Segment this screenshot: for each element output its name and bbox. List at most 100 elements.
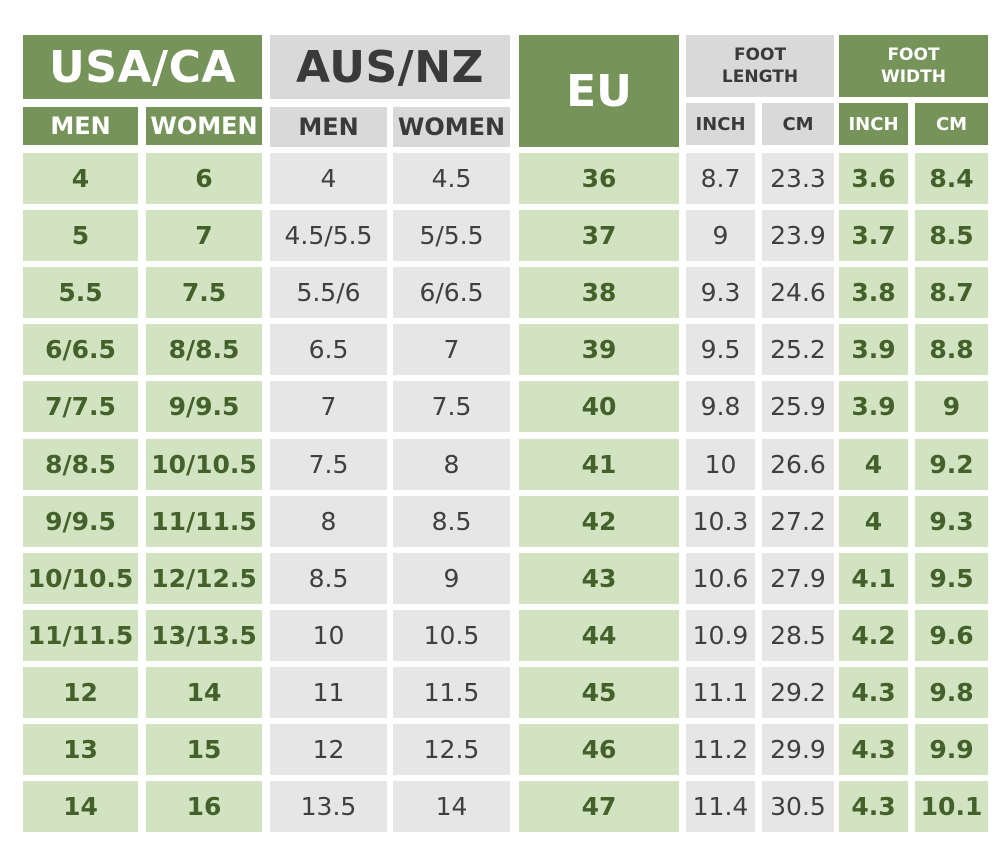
aus-women-cell: 12.5	[393, 724, 510, 775]
usa-women-cell: 12/12.5	[146, 553, 262, 604]
width-inch-cell: 4	[839, 496, 908, 547]
width-inch-cell: 4.3	[839, 781, 908, 832]
aus-women-cell: 7	[393, 324, 510, 375]
width-cm-cell: 9.5	[915, 553, 988, 604]
eu-cell: 45	[519, 667, 679, 718]
aus-women-cell: 5/5.5	[393, 210, 510, 261]
width-cm-cell: 9.8	[915, 667, 988, 718]
usa-women-cell: 10/10.5	[146, 439, 262, 490]
aus-nz-header: AUS/NZ	[270, 35, 510, 99]
eu-header: EU	[519, 35, 679, 147]
usa-men-cell: 6/6.5	[23, 324, 138, 375]
width-inch-subheader: INCH	[839, 103, 908, 145]
usa-women-cell: 6	[146, 153, 262, 204]
width-inch-cell: 4.3	[839, 724, 908, 775]
usa-women-cell: 7	[146, 210, 262, 261]
eu-cell: 43	[519, 553, 679, 604]
aus-women-subheader: WOMEN	[393, 107, 510, 147]
usa-women-subheader: WOMEN	[146, 107, 262, 145]
aus-men-cell: 13.5	[270, 781, 387, 832]
length-inch-cell: 10.6	[686, 553, 755, 604]
aus-men-cell: 11	[270, 667, 387, 718]
width-cm-cell: 8.7	[915, 267, 988, 318]
length-cm-cell: 24.6	[762, 267, 834, 318]
length-inch-cell: 11.1	[686, 667, 755, 718]
usa-men-cell: 8/8.5	[23, 439, 138, 490]
width-inch-cell: 4.3	[839, 667, 908, 718]
length-inch-cell: 9.5	[686, 324, 755, 375]
usa-men-cell: 12	[23, 667, 138, 718]
usa-men-cell: 14	[23, 781, 138, 832]
length-cm-cell: 25.2	[762, 324, 834, 375]
eu-cell: 37	[519, 210, 679, 261]
eu-cell: 40	[519, 381, 679, 432]
width-inch-cell: 4.1	[839, 553, 908, 604]
usa-women-cell: 15	[146, 724, 262, 775]
eu-cell: 36	[519, 153, 679, 204]
usa-women-cell: 9/9.5	[146, 381, 262, 432]
usa-men-cell: 5.5	[23, 267, 138, 318]
usa-women-cell: 8/8.5	[146, 324, 262, 375]
length-inch-cell: 8.7	[686, 153, 755, 204]
aus-men-cell: 7.5	[270, 439, 387, 490]
aus-women-cell: 9	[393, 553, 510, 604]
width-cm-cell: 9.3	[915, 496, 988, 547]
width-cm-cell: 8.8	[915, 324, 988, 375]
width-inch-cell: 4	[839, 439, 908, 490]
aus-men-cell: 4	[270, 153, 387, 204]
usa-men-cell: 4	[23, 153, 138, 204]
length-inch-cell: 11.2	[686, 724, 755, 775]
length-cm-cell: 27.2	[762, 496, 834, 547]
length-inch-cell: 10.9	[686, 610, 755, 661]
aus-men-cell: 5.5/6	[270, 267, 387, 318]
foot-length-label: FOOT LENGTH	[721, 44, 799, 87]
usa-men-cell: 9/9.5	[23, 496, 138, 547]
length-cm-subheader: CM	[762, 103, 834, 145]
aus-men-cell: 4.5/5.5	[270, 210, 387, 261]
eu-cell: 44	[519, 610, 679, 661]
foot-length-header: FOOT LENGTH	[686, 35, 834, 97]
length-inch-cell: 9.8	[686, 381, 755, 432]
foot-width-label: FOOT WIDTH	[880, 44, 946, 87]
length-cm-cell: 27.9	[762, 553, 834, 604]
usa-men-subheader: MEN	[23, 107, 138, 145]
length-cm-cell: 28.5	[762, 610, 834, 661]
aus-women-cell: 4.5	[393, 153, 510, 204]
aus-women-cell: 7.5	[393, 381, 510, 432]
aus-men-cell: 8.5	[270, 553, 387, 604]
width-inch-cell: 3.7	[839, 210, 908, 261]
width-inch-cell: 3.9	[839, 324, 908, 375]
length-inch-cell: 9	[686, 210, 755, 261]
aus-women-cell: 10.5	[393, 610, 510, 661]
width-cm-cell: 9.6	[915, 610, 988, 661]
width-inch-cell: 3.8	[839, 267, 908, 318]
usa-men-cell: 5	[23, 210, 138, 261]
usa-women-cell: 16	[146, 781, 262, 832]
aus-men-subheader: MEN	[270, 107, 387, 147]
aus-women-cell: 11.5	[393, 667, 510, 718]
length-cm-cell: 26.6	[762, 439, 834, 490]
eu-cell: 39	[519, 324, 679, 375]
usa-women-cell: 14	[146, 667, 262, 718]
width-cm-cell: 10.1	[915, 781, 988, 832]
usa-women-cell: 11/11.5	[146, 496, 262, 547]
aus-men-cell: 12	[270, 724, 387, 775]
length-cm-cell: 29.2	[762, 667, 834, 718]
width-cm-cell: 9.9	[915, 724, 988, 775]
eu-cell: 46	[519, 724, 679, 775]
width-inch-cell: 3.9	[839, 381, 908, 432]
width-cm-cell: 8.5	[915, 210, 988, 261]
width-cm-cell: 9	[915, 381, 988, 432]
aus-women-cell: 8	[393, 439, 510, 490]
usa-men-cell: 10/10.5	[23, 553, 138, 604]
usa-ca-header: USA/CA	[23, 35, 262, 99]
usa-men-cell: 13	[23, 724, 138, 775]
usa-women-cell: 7.5	[146, 267, 262, 318]
aus-men-cell: 7	[270, 381, 387, 432]
eu-cell: 42	[519, 496, 679, 547]
eu-cell: 47	[519, 781, 679, 832]
usa-men-cell: 11/11.5	[23, 610, 138, 661]
aus-men-cell: 10	[270, 610, 387, 661]
width-inch-cell: 3.6	[839, 153, 908, 204]
eu-cell: 41	[519, 439, 679, 490]
